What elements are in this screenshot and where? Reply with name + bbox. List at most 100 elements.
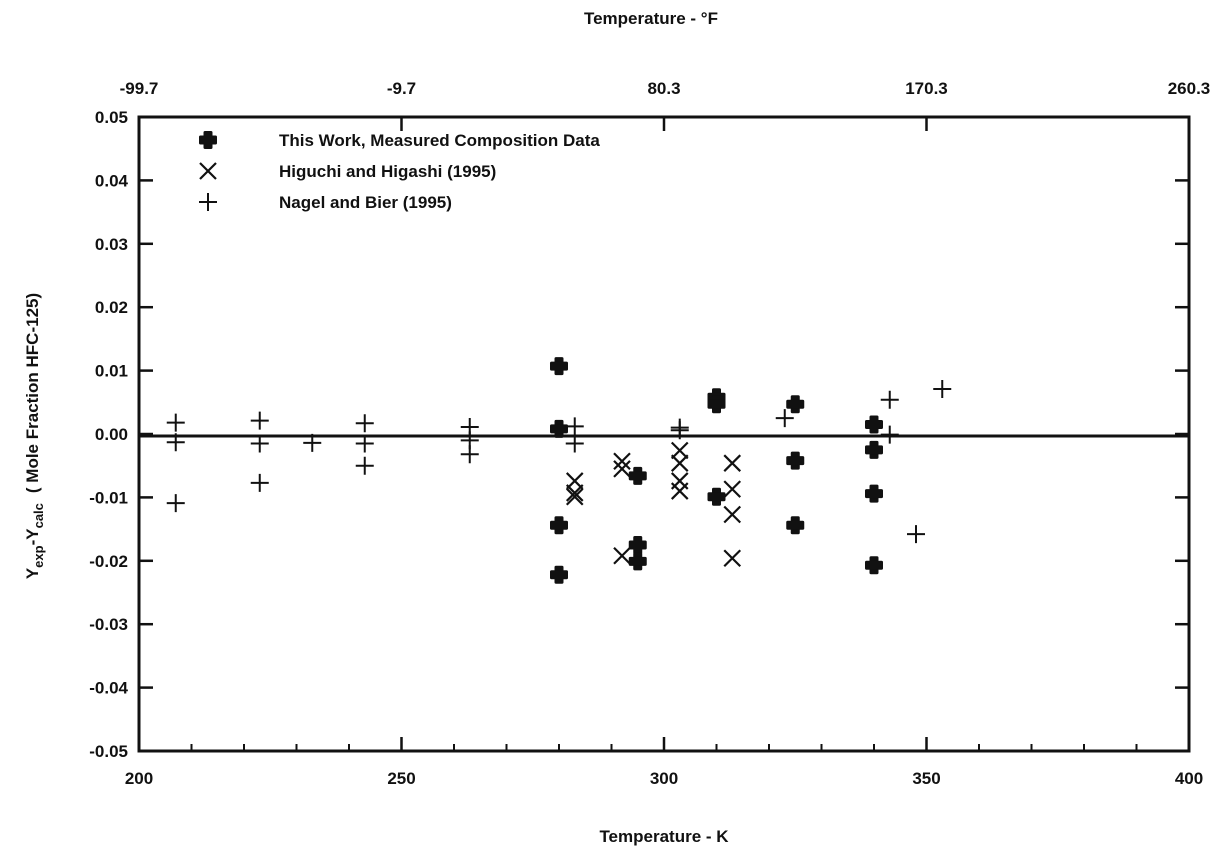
plot-frame: [137, 115, 1191, 753]
bold-cross-hbar: [786, 399, 805, 409]
legend-marker: [199, 131, 217, 149]
y-tick-label: -0.02: [89, 552, 128, 571]
point-this-work: [786, 395, 805, 414]
y-tick-label: 0.05: [95, 108, 128, 127]
point-higuchi-higashi: [613, 546, 631, 565]
x-tick-label: 300: [650, 769, 678, 788]
legend-entry-this-work: This Work, Measured Composition Data: [279, 131, 600, 150]
point-nagel-bier: [250, 434, 269, 453]
bold-cross-hbar: [707, 399, 726, 409]
point-higuchi-higashi: [723, 549, 742, 568]
top-axis-title: Temperature - °F: [584, 9, 718, 28]
point-higuchi-higashi: [723, 454, 742, 472]
y-tick-label: -0.01: [89, 488, 128, 507]
axis-ticks: [137, 115, 1191, 753]
x-tick-label: 250: [387, 769, 415, 788]
bold-cross-hbar: [865, 560, 883, 570]
x2-tick-label: -99.7: [120, 79, 159, 98]
point-this-work: [550, 516, 568, 535]
point-nagel-bier: [880, 425, 899, 444]
y-axis-title-tail: ( Mole Fraction HFC-125): [23, 293, 42, 493]
point-this-work: [550, 565, 568, 584]
point-nagel-bier: [460, 445, 479, 464]
bold-cross-hbar: [550, 424, 568, 434]
y-axis-title: Yexp-Ycalc ( Mole Fraction HFC-125): [23, 293, 46, 579]
point-higuchi-higashi: [613, 452, 631, 471]
bold-cross-hbar: [199, 135, 217, 145]
y-axis-title-main: Y: [23, 567, 42, 579]
point-this-work: [628, 552, 647, 571]
point-nagel-bier: [303, 433, 322, 452]
point-higuchi-higashi: [670, 482, 689, 500]
legend-marker: [199, 162, 217, 180]
point-this-work: [865, 556, 883, 575]
bottom-axis-title: Temperature - K: [599, 827, 729, 846]
point-higuchi-higashi: [723, 480, 742, 498]
x2-tick-label: 80.3: [647, 79, 680, 98]
y-tick-label: -0.05: [89, 742, 128, 761]
legend: This Work, Measured Composition Data Higu…: [199, 131, 600, 212]
x-tick-label: 350: [912, 769, 940, 788]
x2-tick-label: 170.3: [905, 79, 948, 98]
axis-tick-labels: 200 -99.7 250 -9.7 300 80.3 350 170.3 400 260.3 -0…: [89, 79, 1210, 788]
legend-entry-higuchi-higashi: Higuchi and Higashi (1995): [279, 162, 496, 181]
point-nagel-bier: [670, 421, 689, 440]
point-this-work: [786, 516, 805, 535]
point-this-work: [707, 395, 726, 414]
point-nagel-bier: [565, 417, 584, 436]
y-tick-label: 0.04: [95, 171, 129, 190]
y-tick-label: 0.03: [95, 235, 128, 254]
point-this-work: [865, 415, 883, 434]
y-tick-label: -0.03: [89, 615, 128, 634]
point-this-work: [628, 535, 647, 554]
y-axis-title-sub-calc: calc: [31, 503, 46, 528]
point-higuchi-higashi: [723, 505, 742, 524]
point-this-work: [707, 487, 726, 506]
bold-cross-hbar: [865, 489, 883, 499]
bold-cross-hbar: [550, 361, 568, 371]
point-nagel-bier: [355, 434, 374, 453]
bold-cross-hbar: [628, 556, 647, 566]
y-tick-label: -0.04: [89, 679, 128, 698]
point-nagel-bier: [775, 409, 794, 428]
point-nagel-bier: [166, 413, 185, 432]
point-this-work: [550, 357, 568, 376]
bold-cross-hbar: [786, 456, 805, 466]
bold-cross-hbar: [628, 540, 647, 550]
bold-cross-hbar: [865, 419, 883, 429]
bold-cross-hbar: [628, 471, 647, 481]
data-marks: [166, 357, 952, 584]
bold-cross-hbar: [550, 520, 568, 530]
x-tick-label: 200: [125, 769, 153, 788]
point-higuchi-higashi: [565, 484, 584, 502]
y-axis-title-mid: -Y: [23, 528, 42, 546]
x2-tick-label: 260.3: [1168, 79, 1211, 98]
point-this-work: [865, 440, 883, 459]
y-tick-label: 0.00: [95, 425, 128, 444]
point-this-work: [786, 451, 805, 470]
x2-tick-label: -9.7: [387, 79, 416, 98]
point-nagel-bier: [933, 379, 952, 398]
point-higuchi-higashi: [565, 487, 584, 506]
point-this-work: [628, 466, 647, 485]
point-nagel-bier: [166, 494, 185, 513]
point-nagel-bier: [250, 473, 269, 492]
y-tick-label: 0.02: [95, 298, 128, 317]
point-higuchi-higashi: [670, 454, 689, 472]
y-tick-label: 0.01: [95, 362, 128, 381]
bold-cross-hbar: [865, 445, 883, 455]
bold-cross-hbar: [786, 520, 805, 530]
point-nagel-bier: [355, 456, 374, 475]
point-nagel-bier: [250, 411, 269, 430]
point-nagel-bier: [565, 434, 584, 453]
legend-entry-nagel-bier: Nagel and Bier (1995): [279, 193, 452, 212]
bold-cross-hbar: [707, 492, 726, 502]
point-this-work: [550, 419, 568, 438]
point-higuchi-higashi: [670, 441, 689, 460]
x-tick-label: 400: [1175, 769, 1203, 788]
point-higuchi-higashi: [613, 460, 631, 478]
point-nagel-bier: [166, 433, 185, 452]
point-nagel-bier: [355, 414, 374, 433]
y-axis-title-sub-exp: exp: [31, 545, 46, 567]
